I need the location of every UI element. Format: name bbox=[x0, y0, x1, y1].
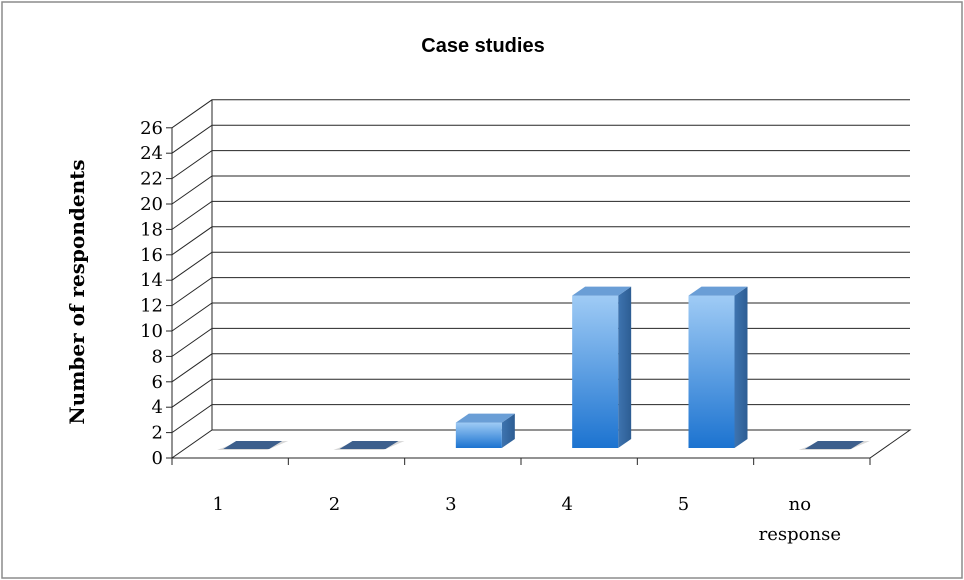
bar-1 bbox=[217, 441, 289, 450]
bar-4 bbox=[572, 286, 632, 448]
x-tick-label-4: 4 bbox=[561, 494, 572, 515]
bar-side bbox=[618, 286, 632, 448]
y-tick-label-26: 26 bbox=[140, 118, 163, 139]
zero-bar bbox=[804, 441, 864, 449]
zero-bar bbox=[339, 441, 399, 449]
y-axis-label: Number of respondents bbox=[65, 159, 89, 424]
x-tick-label-5: 5 bbox=[678, 494, 689, 515]
bars bbox=[217, 286, 870, 450]
y-tick-label-16: 16 bbox=[140, 245, 163, 266]
bar-2 bbox=[333, 441, 405, 450]
zero-bar bbox=[223, 441, 283, 449]
y-tick-label-6: 6 bbox=[152, 372, 163, 393]
bar-top bbox=[572, 286, 632, 296]
y-tick-label-4: 4 bbox=[152, 397, 163, 418]
bar-3 bbox=[455, 413, 515, 448]
x-tick-label-1: 1 bbox=[212, 494, 223, 515]
y-tick-label-18: 18 bbox=[140, 219, 163, 240]
y-tick-label-22: 22 bbox=[140, 169, 163, 190]
bar-front bbox=[572, 295, 619, 448]
x-tick-labels: 1 2 3 4 5 no response bbox=[171, 458, 871, 545]
x-tick-label-2: 2 bbox=[329, 494, 340, 515]
x-tick-label-no-response: no response bbox=[759, 494, 841, 545]
bar-top bbox=[688, 286, 748, 296]
y-tick-label-14: 14 bbox=[140, 270, 163, 291]
y-tick-label-2: 2 bbox=[152, 423, 163, 444]
y-tick-label-8: 8 bbox=[152, 346, 163, 367]
y-tick-label-0: 0 bbox=[152, 448, 163, 469]
x-tick-label-3: 3 bbox=[445, 494, 456, 515]
bar-no-response bbox=[798, 441, 870, 450]
bar-top bbox=[455, 413, 515, 423]
bar-side bbox=[734, 286, 748, 448]
bar-front bbox=[688, 295, 735, 448]
bar-5 bbox=[688, 286, 748, 448]
chart-title: Case studies bbox=[421, 35, 544, 57]
y-tick-label-24: 24 bbox=[140, 143, 163, 164]
y-tick-label-10: 10 bbox=[140, 321, 163, 342]
bar-front bbox=[455, 422, 502, 448]
y-tick-label-20: 20 bbox=[140, 194, 163, 215]
y-tick-label-12: 12 bbox=[140, 296, 163, 317]
bar-side bbox=[501, 413, 515, 448]
